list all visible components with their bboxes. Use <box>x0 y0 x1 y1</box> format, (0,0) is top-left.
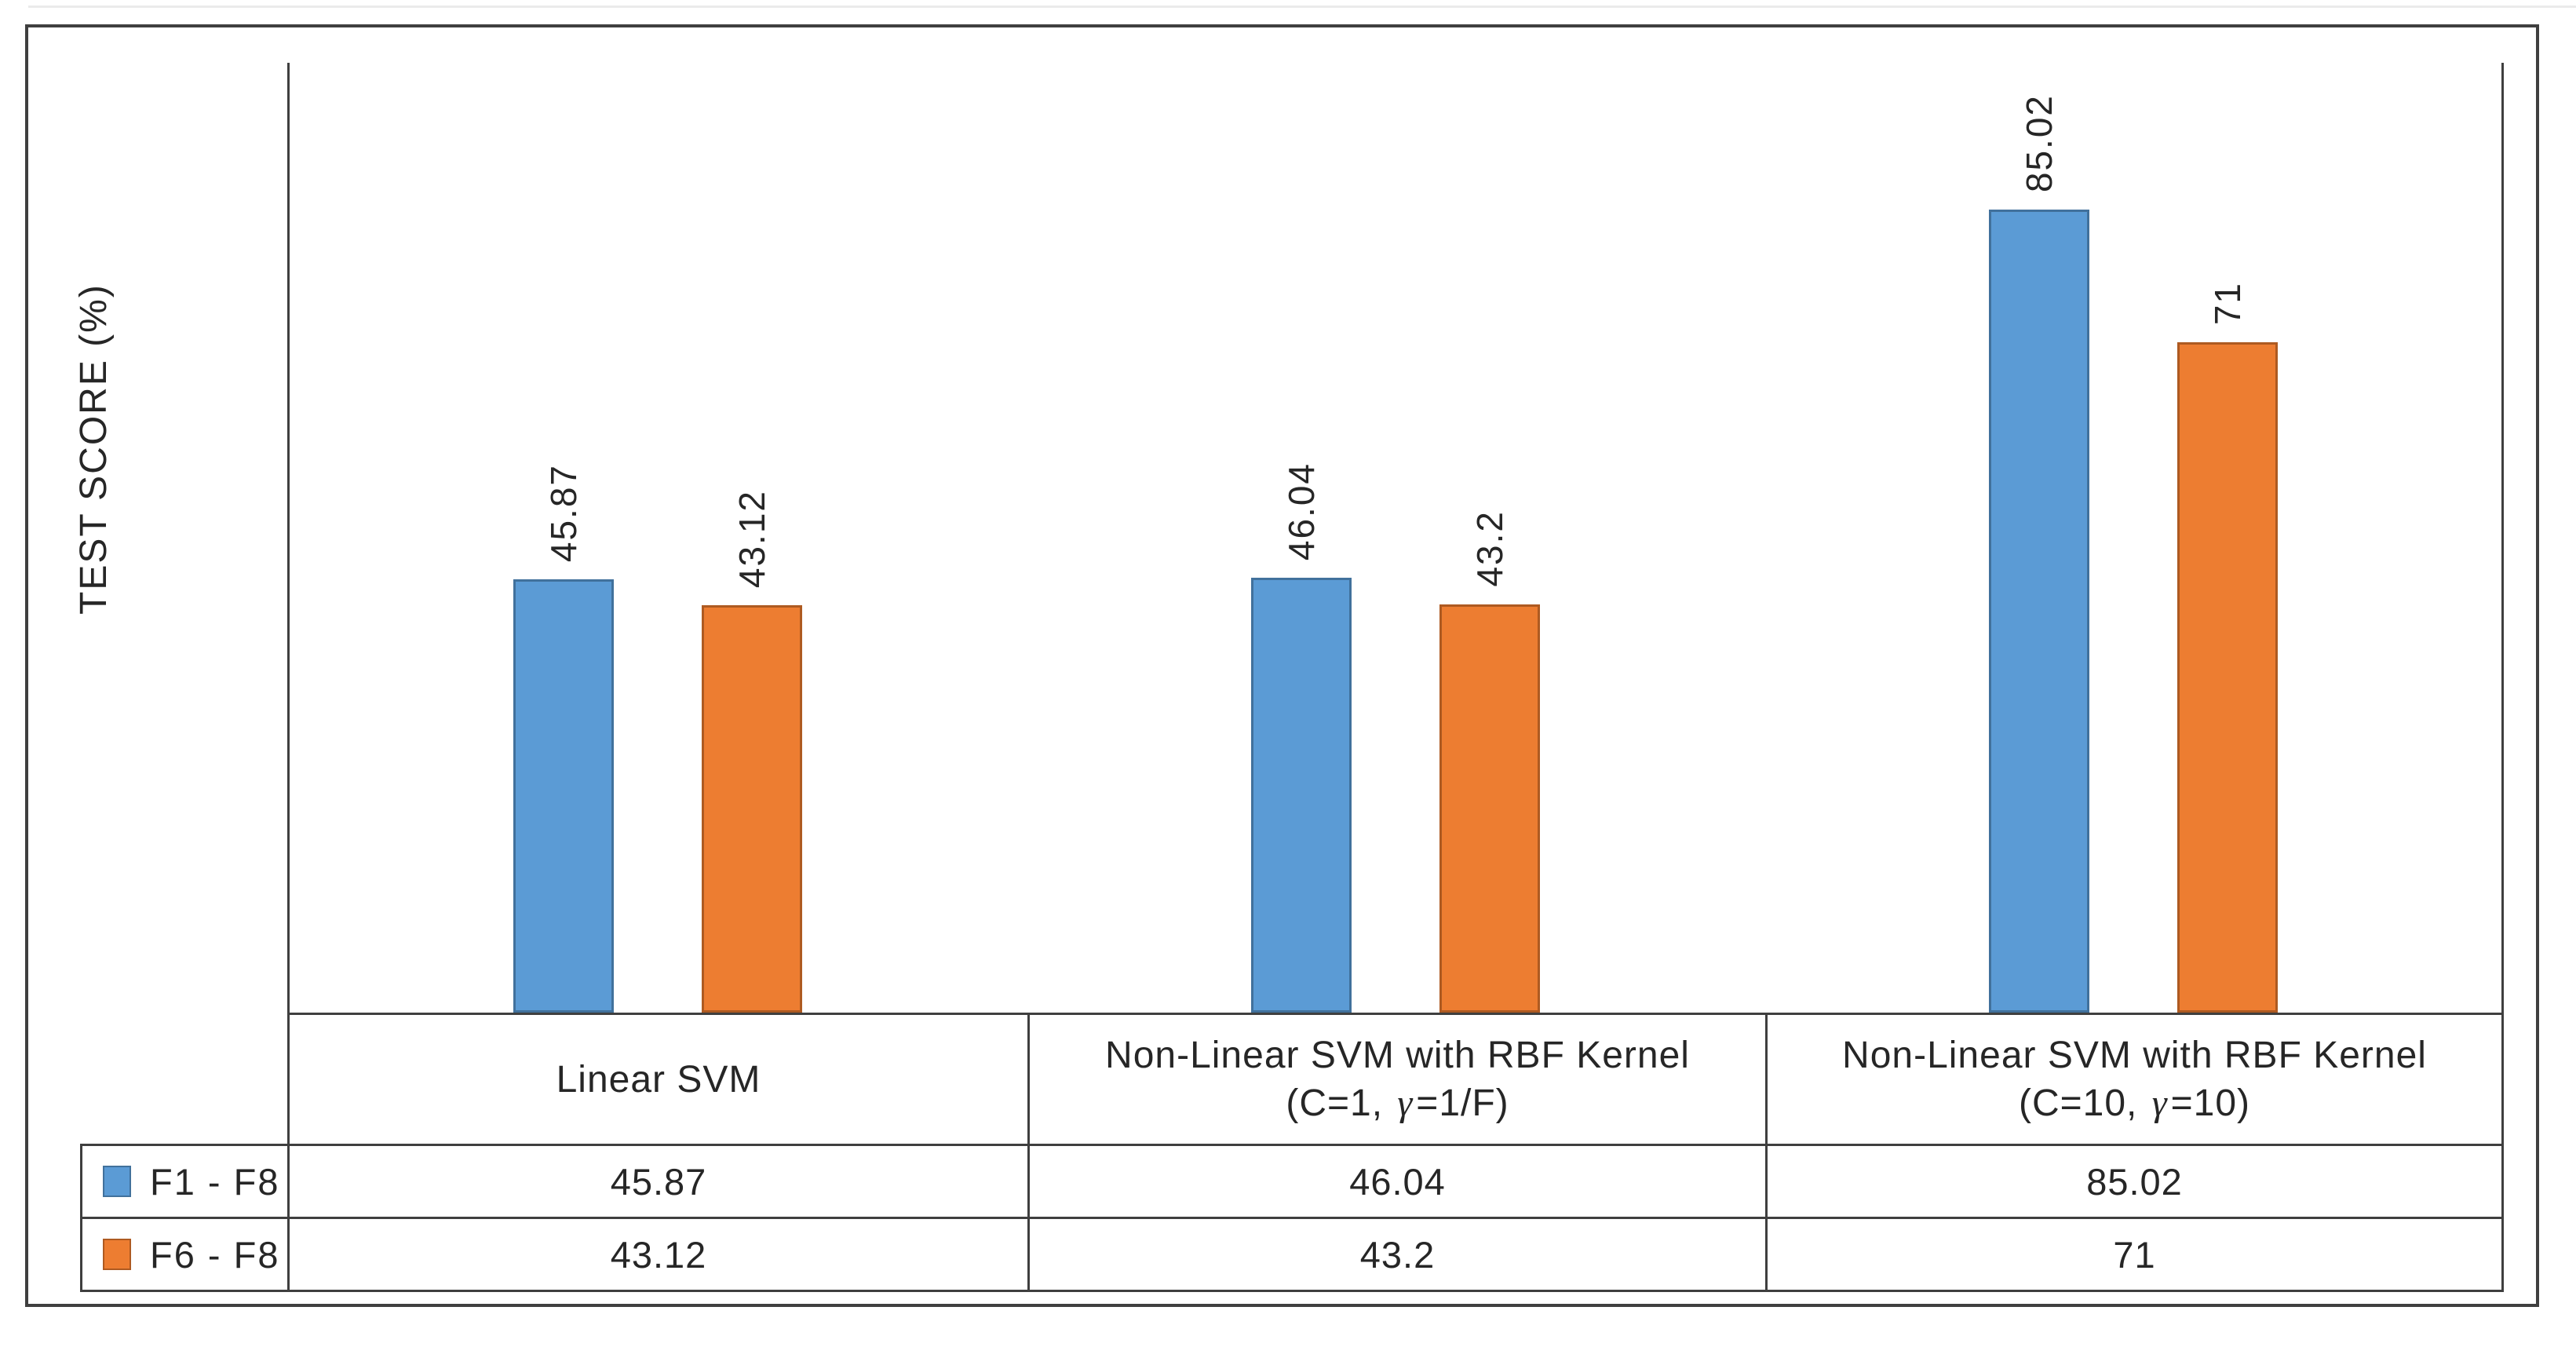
category-line2-suffix: =10) <box>2170 1082 2251 1124</box>
bar-value-label: 45.87 <box>543 463 584 562</box>
legend-label: F1 - F8 <box>150 1160 280 1203</box>
bar-value-label: 71 <box>2207 281 2248 325</box>
scan-artifact-line <box>28 5 2576 8</box>
gamma-symbol: γ <box>2151 1082 2168 1124</box>
table-column-divider-1 <box>1027 1013 1030 1292</box>
table-column-divider-2 <box>1765 1013 1768 1292</box>
plot-right-border-line <box>2501 63 2504 1290</box>
table-row-divider-2 <box>80 1217 2504 1219</box>
table-value-cell: 45.87 <box>290 1146 1027 1217</box>
category-header-rbf-c10: Non-Linear SVM with RBF Kernel (C=10, γ=… <box>1768 1015 2501 1144</box>
bar-value-label: 43.2 <box>1469 510 1510 587</box>
legend-swatch-blue <box>103 1166 131 1197</box>
legend-label: F6 - F8 <box>150 1233 280 1276</box>
plot-area: 45.87 46.04 85.02 43.12 43.2 71 <box>289 0 2502 1013</box>
x-axis-baseline <box>287 1013 2504 1015</box>
legend-row-f6-f8: F6 - F8 <box>82 1219 289 1290</box>
y-axis-title: TEST SCORE (%) <box>73 283 115 615</box>
table-value-cell: 85.02 <box>1768 1146 2501 1217</box>
legend-row-f1-f8: F1 - F8 <box>82 1146 289 1217</box>
y-axis-line <box>287 63 290 1290</box>
table-bottom-border <box>80 1290 2504 1292</box>
value-text: 71 <box>2113 1233 2156 1276</box>
bar-F1-F8-category-3 <box>1989 210 2089 1013</box>
table-value-cell: 71 <box>1768 1219 2501 1290</box>
bar-F1-F8-category-2 <box>1251 578 1352 1013</box>
category-header-linear-svm: Linear SVM <box>290 1015 1027 1144</box>
category-line2: (C=10, γ=10) <box>2019 1082 2250 1125</box>
bar-value-label: 43.12 <box>732 489 772 588</box>
table-value-cell: 46.04 <box>1030 1146 1765 1217</box>
value-text: 45.87 <box>610 1160 707 1203</box>
category-line2: (C=1, γ=1/F) <box>1286 1082 1509 1125</box>
category-line2-prefix: (C=1, <box>1286 1082 1395 1124</box>
value-text: 46.04 <box>1349 1160 1446 1203</box>
category-line1: Linear SVM <box>556 1058 761 1101</box>
category-line1: Non-Linear SVM with RBF Kernel <box>1105 1035 1690 1076</box>
bar-F1-F8-category-1 <box>513 579 614 1013</box>
table-value-cell: 43.2 <box>1030 1219 1765 1290</box>
category-line2-suffix: =1/F) <box>1416 1082 1509 1124</box>
value-text: 43.12 <box>610 1233 707 1276</box>
category-line2-prefix: (C=10, <box>2018 1082 2149 1124</box>
bar-F6-F8-category-1 <box>702 605 802 1013</box>
bar-value-label: 46.04 <box>1281 462 1322 560</box>
value-text: 85.02 <box>2086 1160 2183 1203</box>
legend-column-left-border <box>80 1144 82 1292</box>
gamma-symbol: γ <box>1397 1082 1414 1124</box>
bar-F6-F8-category-2 <box>1439 604 1540 1013</box>
bar-F6-F8-category-3 <box>2177 342 2278 1013</box>
table-row-divider-1 <box>80 1144 2504 1146</box>
category-line1: Non-Linear SVM with RBF Kernel <box>1842 1035 2427 1076</box>
table-value-cell: 43.12 <box>290 1219 1027 1290</box>
chart-outer-frame <box>25 24 2539 1307</box>
bar-value-label: 85.02 <box>2019 93 2060 192</box>
category-header-rbf-c1: Non-Linear SVM with RBF Kernel (C=1, γ=1… <box>1030 1015 1765 1144</box>
value-text: 43.2 <box>1359 1233 1436 1276</box>
legend-swatch-orange <box>103 1239 131 1270</box>
